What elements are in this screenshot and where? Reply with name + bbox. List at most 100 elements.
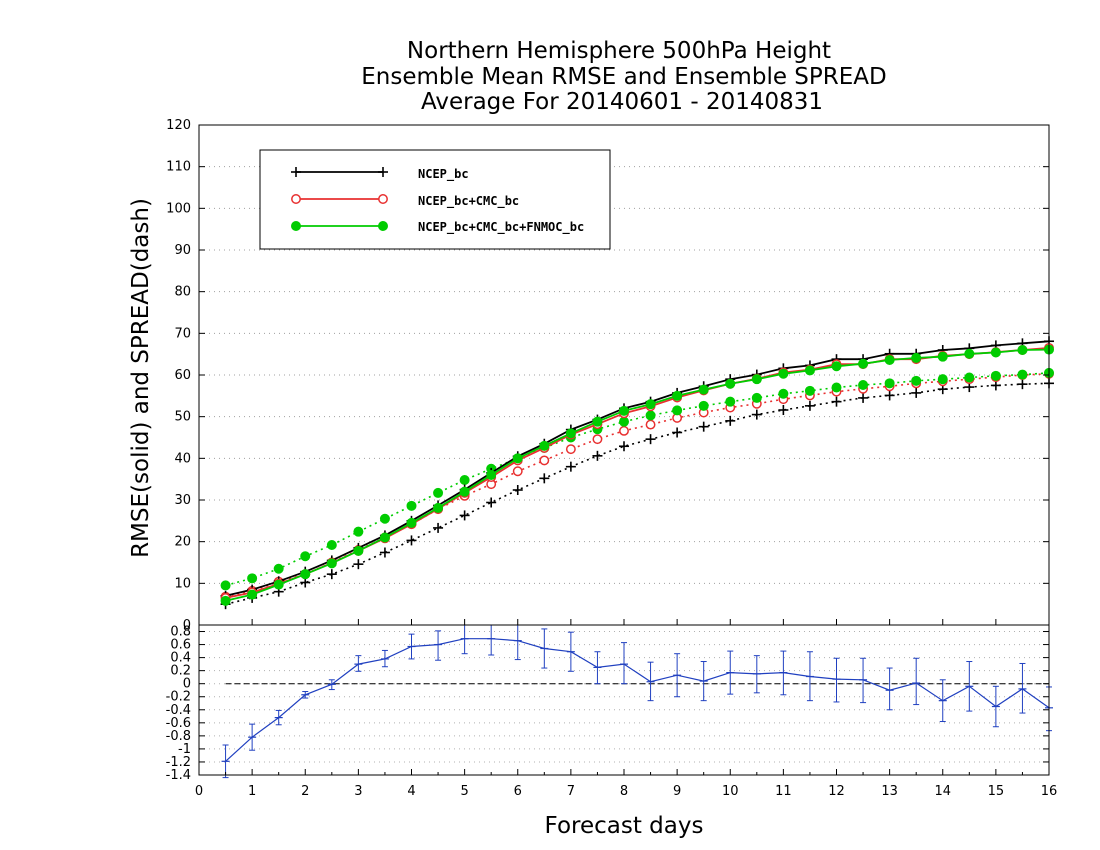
marker-plus (698, 421, 709, 432)
marker-filled-circle (911, 352, 922, 363)
y-tick-label: -0.4 (166, 703, 191, 718)
error-bar (726, 650, 735, 695)
x-tick-label: 4 (407, 784, 415, 799)
x-tick-label: 12 (828, 784, 845, 799)
marker-filled-circle (379, 513, 390, 524)
chart-title: Northern Hemisphere 500hPa Height Ensemb… (361, 38, 886, 115)
y-axis-label: RMSE(solid) and SPREAD(dash) (128, 198, 154, 558)
y-tick-label: 70 (174, 326, 191, 341)
series-line (225, 638, 1050, 762)
marker-filled-circle (990, 370, 1001, 381)
marker-plus (672, 427, 683, 438)
marker-plus (990, 380, 1001, 391)
marker-filled-circle (990, 347, 1001, 358)
marker-plus (539, 473, 550, 484)
marker-open-circle (592, 434, 603, 445)
marker-open-circle (619, 425, 629, 436)
marker-plus (379, 547, 390, 558)
x-tick-label: 1 (248, 784, 256, 799)
series-line (225, 372, 1050, 587)
marker-filled-circle (512, 453, 523, 464)
x-tick-label: 5 (460, 784, 468, 799)
marker-plus (1017, 379, 1028, 390)
y-tick-label: 60 (174, 368, 191, 383)
marker-plus (645, 434, 656, 445)
y-tick-label: 30 (174, 493, 191, 508)
y-tick-label: 0.4 (170, 651, 191, 666)
error-bar (566, 631, 575, 672)
error-bar (646, 661, 655, 702)
marker-plus (406, 535, 417, 546)
y-tick-label: 10 (174, 576, 191, 591)
marker-filled-circle (378, 221, 388, 231)
legend: NCEP_bc NCEP_bc+CMC_bc NCEP_bc+CMC_bc+FN… (259, 149, 611, 250)
marker-plus (804, 400, 815, 411)
x-tick-label: 16 (1041, 784, 1058, 799)
error-bar (301, 691, 310, 699)
marker-open-circle (512, 466, 523, 477)
error-bar (779, 650, 788, 696)
marker-plus (433, 522, 444, 533)
marker-filled-circle (672, 405, 683, 416)
marker-open-circle (645, 419, 656, 430)
legend-label-ncep-bc-cmc-bc-fnmoc-bc: NCEP_bc+CMC_bc+FNMOC_bc (418, 220, 584, 235)
marker-filled-circle (831, 382, 842, 393)
series-rmse-ncep-bc-cmc-bc (220, 342, 1054, 603)
y-tick-label: 50 (174, 410, 191, 425)
error-bar (487, 625, 496, 656)
marker-filled-circle (937, 374, 948, 385)
bottom-panel-y-axis: -1.4-1.2-1-0.8-0.6-0.4-0.200.20.40.60.8 (166, 625, 1049, 783)
marker-filled-circle (592, 416, 603, 427)
y-tick-label: 0.6 (170, 638, 191, 653)
x-tick-label: 7 (567, 784, 575, 799)
series-spread-ncep-bc (220, 378, 1054, 610)
marker-filled-circle (459, 486, 470, 497)
marker-plus (592, 450, 603, 461)
series-line (225, 340, 1050, 597)
marker-filled-circle (937, 351, 948, 362)
error-bar (885, 667, 894, 711)
x-tick-label: 3 (354, 784, 362, 799)
marker-filled-circle (751, 392, 762, 403)
series-rmse-ncep-bc-cmc-bc-fnmoc-bc (220, 344, 1054, 606)
series-rmse-difference (221, 625, 1053, 779)
y-tick-label: -1.2 (166, 755, 191, 770)
y-tick-label: 20 (174, 535, 191, 550)
marker-filled-circle (884, 378, 895, 389)
series-line (225, 348, 1050, 602)
error-bar (380, 649, 389, 668)
marker-filled-circle (964, 348, 975, 359)
marker-filled-circle (804, 365, 815, 376)
x-tick-label: 6 (514, 784, 522, 799)
marker-filled-circle (645, 399, 656, 410)
series-line (225, 347, 1050, 599)
marker-filled-circle (300, 569, 311, 580)
marker-filled-circle (539, 440, 550, 451)
marker-filled-circle (698, 400, 709, 411)
marker-filled-circle (273, 563, 284, 574)
marker-plus (565, 461, 576, 472)
marker-plus (911, 387, 922, 398)
error-bar (752, 655, 761, 694)
error-bar (248, 723, 257, 751)
chart-title-line-1: Northern Hemisphere 500hPa Height (407, 38, 831, 64)
marker-filled-circle (619, 416, 629, 427)
y-tick-label: -1 (178, 742, 191, 757)
marker-filled-circle (778, 388, 789, 399)
error-bar (938, 679, 947, 723)
marker-filled-circle (911, 375, 922, 386)
error-bar (513, 625, 522, 661)
marker-filled-circle (326, 540, 337, 550)
error-bar (859, 657, 868, 704)
chart-title-line-2: Ensemble Mean RMSE and Ensemble SPREAD (361, 64, 886, 90)
y-tick-label: -0.2 (166, 690, 191, 705)
marker-filled-circle (486, 470, 497, 480)
y-tick-label: -0.8 (166, 729, 191, 744)
marker-filled-circle (406, 500, 417, 511)
marker-filled-circle (353, 526, 364, 537)
marker-filled-circle (220, 595, 231, 606)
legend-sample-ncep-bc (291, 167, 388, 177)
y-tick-label: 110 (166, 160, 191, 175)
marker-plus (486, 497, 497, 508)
marker-plus (512, 485, 523, 495)
